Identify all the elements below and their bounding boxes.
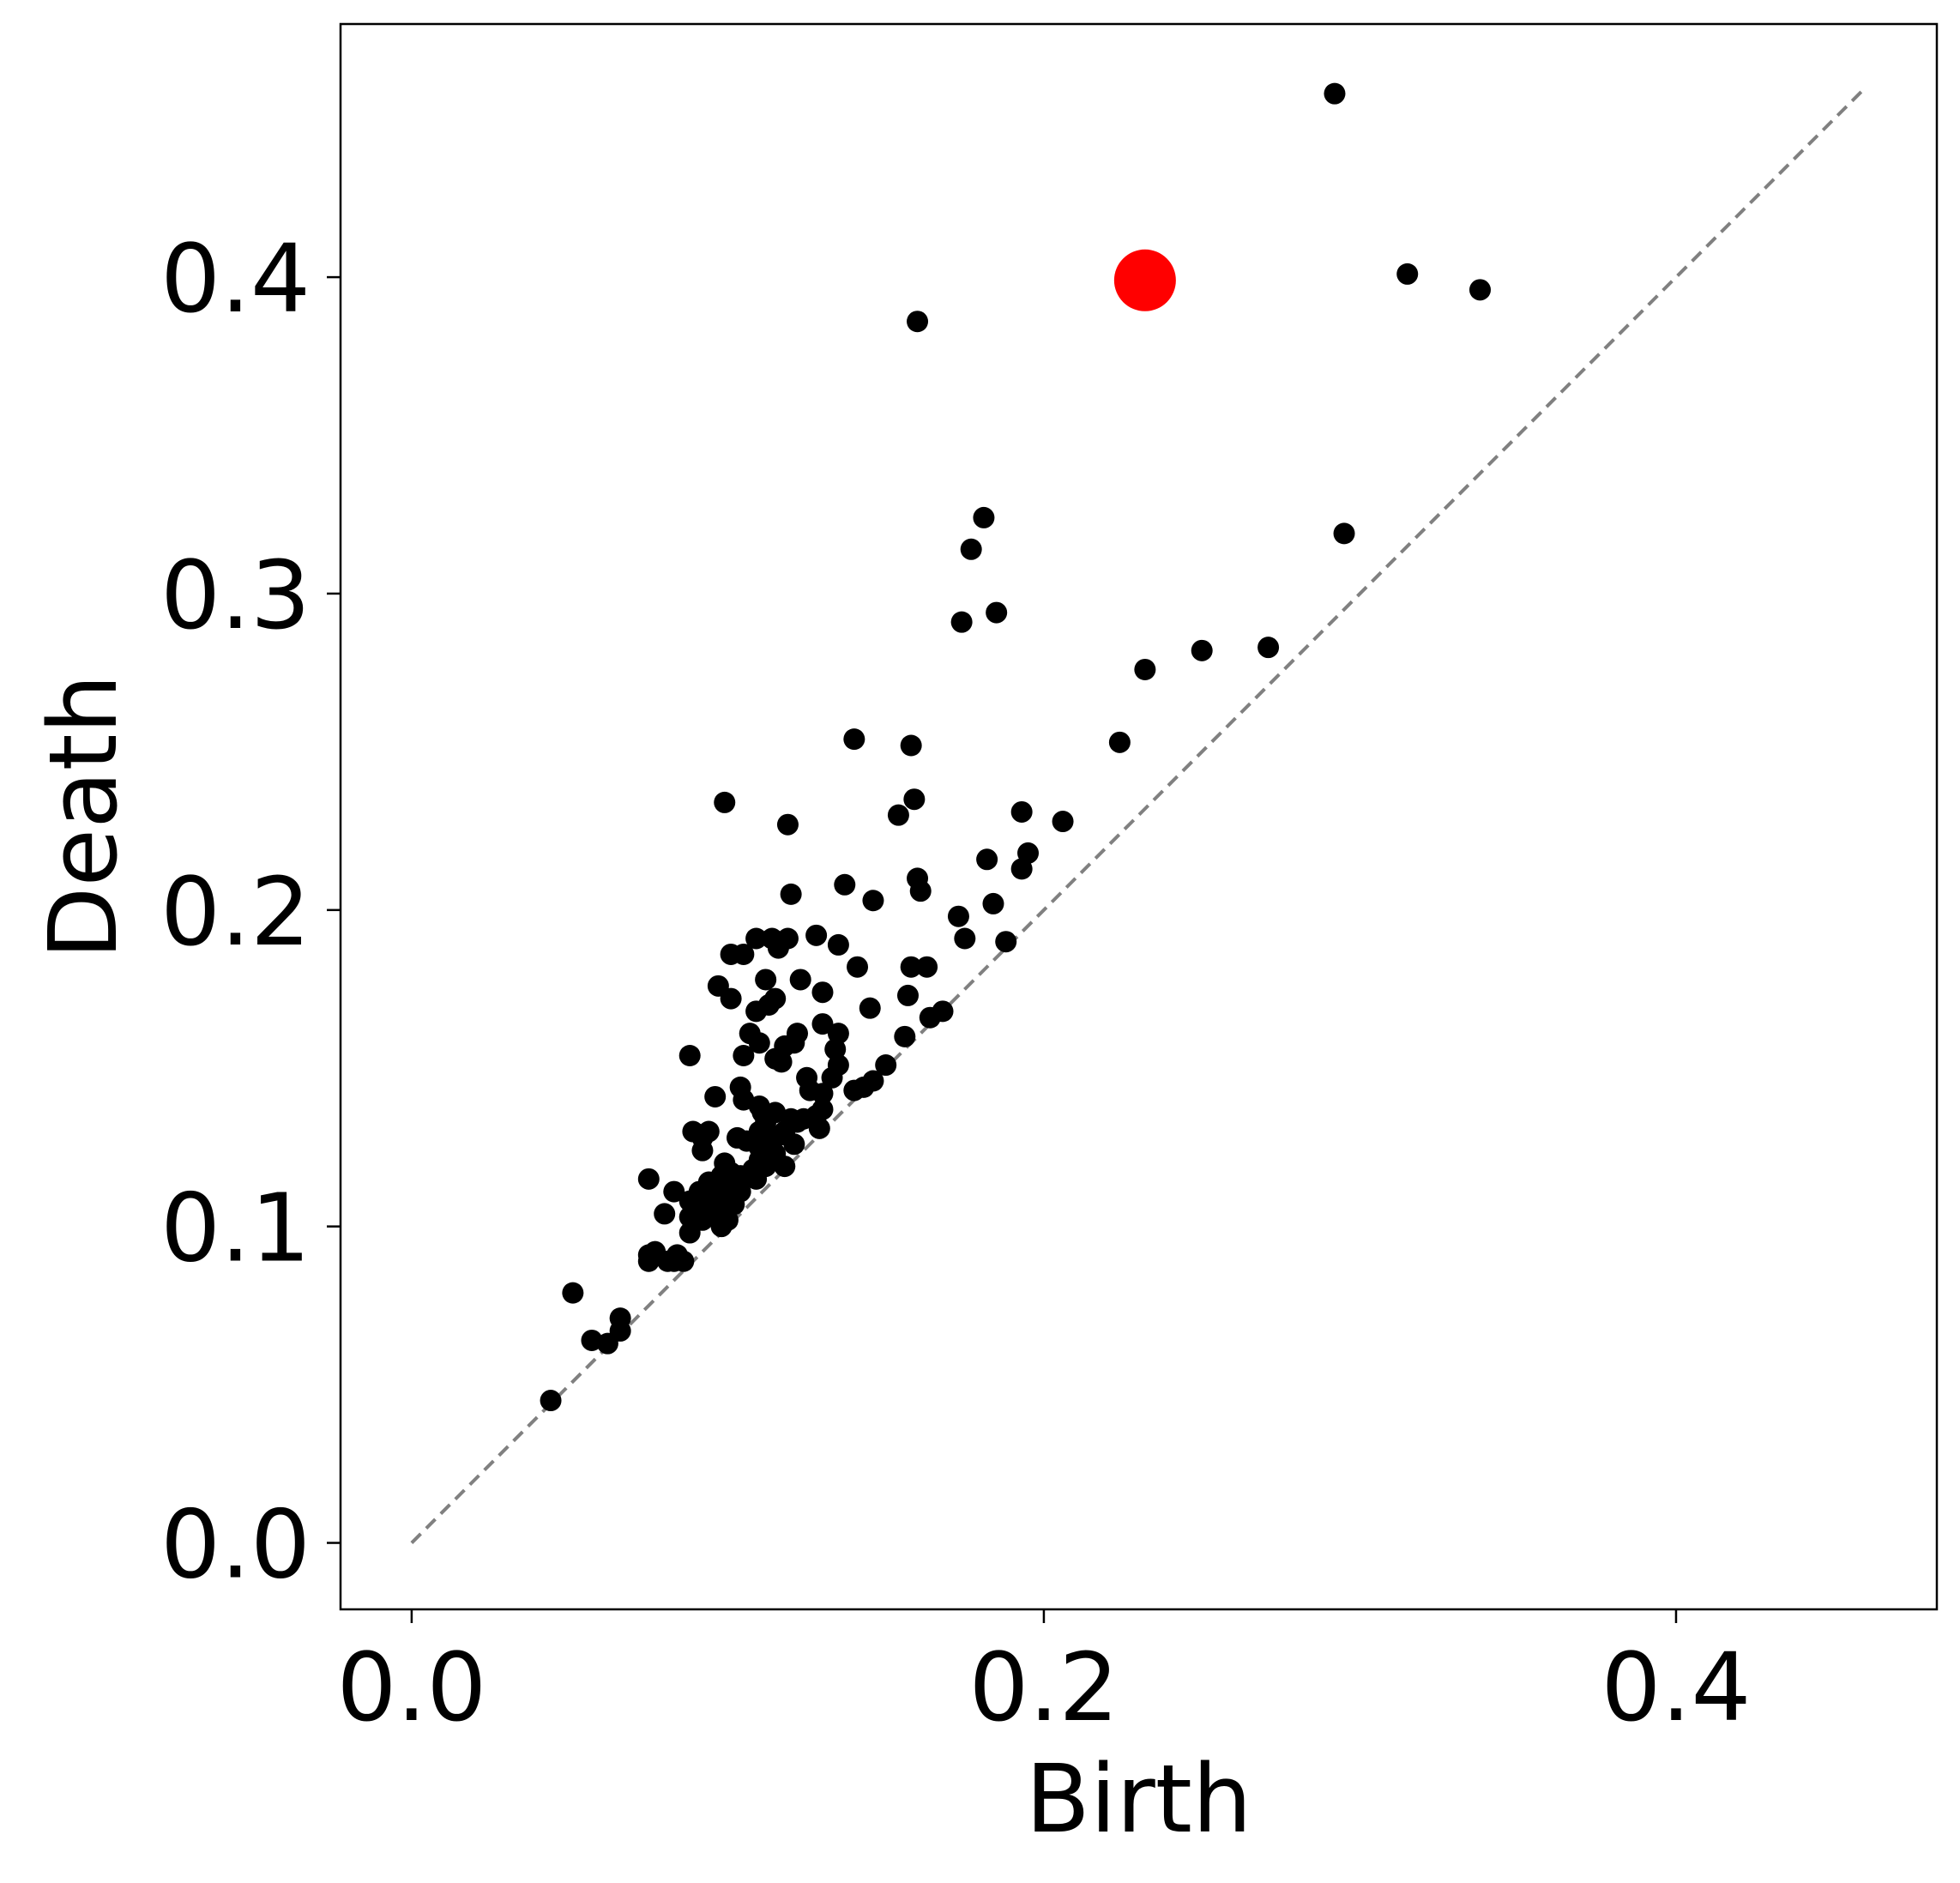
data-point xyxy=(704,1085,727,1107)
data-point xyxy=(733,1044,755,1066)
data-point xyxy=(1191,639,1213,661)
data-point xyxy=(720,943,742,965)
data-point xyxy=(909,880,932,902)
data-point xyxy=(896,984,919,1006)
data-point xyxy=(755,969,777,991)
data-point xyxy=(900,956,922,978)
highlight-point xyxy=(1113,249,1176,311)
x-axis-label: Birth xyxy=(1025,1744,1251,1854)
data-point xyxy=(780,883,802,905)
y-tick-label: 0.0 xyxy=(160,1490,311,1600)
data-point xyxy=(764,1047,787,1070)
y-axis-ticks: 0.0 0.1 0.2 0.3 0.4 xyxy=(160,224,341,1600)
data-point xyxy=(960,538,982,560)
data-point xyxy=(663,1180,685,1203)
data-point xyxy=(1134,658,1156,680)
data-point xyxy=(1468,279,1491,301)
plot-frame-layer xyxy=(339,22,1939,1611)
data-point xyxy=(954,927,976,950)
data-point xyxy=(656,1250,678,1272)
data-point xyxy=(995,931,1017,953)
data-point xyxy=(932,1000,954,1023)
data-point xyxy=(859,997,881,1019)
data-point xyxy=(714,791,736,813)
data-point xyxy=(1108,731,1131,753)
data-point xyxy=(843,728,865,751)
data-point xyxy=(767,937,789,959)
y-tick-label: 0.4 xyxy=(160,224,311,334)
data-point xyxy=(562,1282,584,1304)
data-point xyxy=(678,1222,701,1244)
data-point xyxy=(691,1139,714,1162)
y-tick-label: 0.3 xyxy=(160,540,311,650)
data-point xyxy=(986,601,1008,624)
data-point xyxy=(745,927,768,950)
data-point xyxy=(1257,637,1280,659)
data-point xyxy=(1052,811,1074,833)
data-point xyxy=(821,1066,843,1089)
data-point xyxy=(745,1168,768,1190)
data-point xyxy=(748,1032,770,1054)
data-point xyxy=(1010,800,1033,823)
y-tick-label: 0.1 xyxy=(160,1174,311,1283)
data-point xyxy=(774,1156,796,1178)
data-point xyxy=(672,1250,695,1272)
points-layer xyxy=(540,82,1491,1412)
data-point xyxy=(1324,82,1346,105)
data-point xyxy=(853,1076,875,1098)
data-point xyxy=(745,1000,768,1023)
data-point xyxy=(789,969,811,991)
data-point xyxy=(1333,522,1355,545)
plot-frame xyxy=(339,22,1939,1611)
data-point xyxy=(847,956,869,978)
data-point xyxy=(808,1117,830,1139)
data-point xyxy=(793,1107,815,1130)
diagonal-layer xyxy=(410,89,1864,1544)
data-point xyxy=(916,956,938,978)
x-tick-label: 0.2 xyxy=(968,1633,1119,1742)
data-point xyxy=(805,924,828,946)
data-point xyxy=(678,1044,701,1066)
data-point xyxy=(887,804,909,826)
data-point xyxy=(811,1083,834,1105)
data-point xyxy=(596,1332,618,1355)
data-point xyxy=(907,311,929,333)
data-point xyxy=(827,933,849,956)
x-tick-label: 0.4 xyxy=(1601,1633,1752,1742)
x-tick-label: 0.0 xyxy=(336,1633,486,1742)
data-point xyxy=(947,905,969,927)
y-tick-label: 0.2 xyxy=(160,857,311,967)
data-point xyxy=(720,987,742,1010)
data-point xyxy=(637,1168,660,1190)
diagonal-line xyxy=(410,89,1864,1544)
data-point xyxy=(540,1390,562,1412)
data-point xyxy=(710,1216,733,1238)
data-point xyxy=(950,611,973,633)
data-point xyxy=(776,813,799,836)
data-point xyxy=(1010,858,1033,880)
data-point xyxy=(894,1025,916,1047)
data-point xyxy=(982,892,1004,914)
data-point xyxy=(903,788,926,811)
data-point xyxy=(834,873,856,896)
data-point xyxy=(637,1250,660,1272)
data-point xyxy=(811,981,834,1004)
data-point xyxy=(783,1133,805,1156)
data-point xyxy=(1396,263,1419,285)
data-point xyxy=(976,848,998,871)
data-point xyxy=(900,734,922,757)
data-point xyxy=(875,1054,897,1077)
x-axis-ticks: 0.0 0.2 0.4 xyxy=(336,1609,1751,1742)
data-point xyxy=(811,1013,834,1035)
highlight-layer xyxy=(1113,249,1176,311)
data-point xyxy=(973,506,995,528)
y-axis-label: Death xyxy=(28,674,138,960)
data-point xyxy=(654,1203,676,1225)
data-point xyxy=(862,890,884,912)
